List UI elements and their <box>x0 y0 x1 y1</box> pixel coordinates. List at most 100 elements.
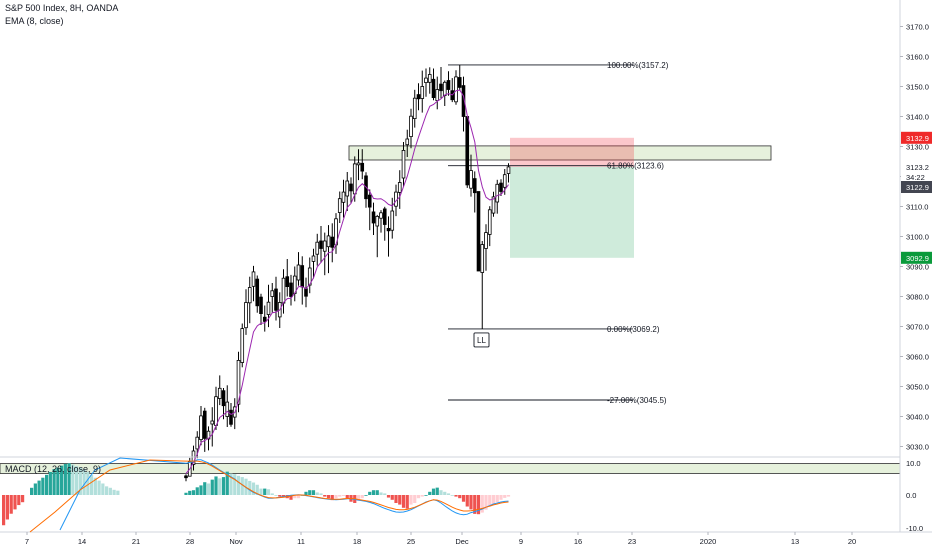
candle-body <box>435 89 440 101</box>
price-tick-label: 3140.0 <box>906 113 929 122</box>
candle-body <box>495 183 500 203</box>
candle-body <box>367 194 372 208</box>
macd-histogram-bar <box>236 475 241 495</box>
macd-histogram-bar <box>71 464 75 495</box>
price-badge <box>901 251 932 264</box>
macd-histogram-bar <box>60 465 64 495</box>
macd-histogram-bar <box>323 495 327 497</box>
macd-histogram-bar <box>105 486 109 495</box>
candle-body <box>236 359 241 405</box>
time-tick-label: 25 <box>407 537 415 546</box>
macd-histogram-bar <box>296 495 301 499</box>
candle-body <box>229 409 233 425</box>
candle-body <box>397 182 402 193</box>
macd-histogram-bar <box>195 487 199 495</box>
candle-body <box>356 162 361 166</box>
macd-histogram-bar <box>334 495 338 499</box>
price-tick-label: 3040.0 <box>906 413 929 422</box>
time-tick-label: 13 <box>791 537 799 546</box>
macd-histogram-bar <box>503 495 507 498</box>
candle-body <box>480 244 485 273</box>
price-badge <box>901 131 932 144</box>
candle-body <box>472 178 477 194</box>
macd-histogram-bar <box>398 495 402 505</box>
candle-body <box>202 410 207 439</box>
candle-body <box>255 278 260 307</box>
candle-body <box>311 255 316 262</box>
macd-histogram-bar <box>33 483 37 495</box>
ema-line <box>185 89 509 474</box>
macd-histogram-bar <box>360 495 364 499</box>
macd-histogram-bar <box>45 474 49 495</box>
macd-histogram-bar <box>390 495 394 500</box>
price-badge-label: 3122.9 <box>906 183 929 192</box>
macd-histogram-bar <box>218 478 222 495</box>
candle-body <box>322 240 327 252</box>
price-badge-label: 3092.9 <box>906 254 929 263</box>
macd-histogram-bar <box>469 495 473 510</box>
macd-histogram-bar <box>255 484 259 495</box>
price-badge <box>901 181 932 193</box>
candle-body <box>191 450 196 465</box>
candle-body <box>315 241 320 255</box>
candle-body <box>214 396 218 426</box>
signal-line <box>29 459 509 533</box>
macd-histogram-bar <box>101 483 105 495</box>
macd-histogram-bar <box>341 495 346 496</box>
symbol-legend[interactable]: S&P 500 Index, 8H, OANDA <box>5 3 119 13</box>
time-tick-label: 11 <box>297 537 305 546</box>
candle-body <box>442 81 447 96</box>
macd-histogram-bar <box>506 495 511 497</box>
resistance-zone <box>348 145 772 161</box>
macd-histogram-bar <box>229 473 233 495</box>
candle-body <box>330 236 335 248</box>
time-tick-label: 14 <box>78 537 86 546</box>
macd-histogram-bar <box>248 480 252 495</box>
candle-body <box>386 227 391 232</box>
candle-body <box>345 180 350 197</box>
candle-body <box>217 387 222 399</box>
time-tick-label: Dec <box>455 537 469 546</box>
candle-body <box>469 170 473 189</box>
macd-histogram-bar <box>428 491 432 495</box>
macd-histogram-bar <box>371 490 376 495</box>
macd-histogram-bar <box>356 495 361 501</box>
macd-histogram-bar <box>233 474 237 495</box>
macd-histogram-bar <box>439 490 443 495</box>
macd-histogram-bar <box>375 490 379 495</box>
price-tick-label: 3030.0 <box>906 443 929 452</box>
macd-legend[interactable]: MACD (12, 26, close, 9) <box>5 464 102 474</box>
stop-loss-area <box>510 137 634 167</box>
macd-histogram-bar <box>368 491 372 495</box>
macd-histogram-bar <box>266 489 271 495</box>
macd-histogram-bar <box>431 488 436 495</box>
macd-histogram-bar <box>499 495 503 500</box>
candle-body <box>319 240 323 249</box>
candle-body <box>360 162 365 172</box>
candle-body <box>221 390 226 407</box>
candle-body <box>349 183 353 192</box>
price-tick-label: 3100.0 <box>906 233 929 242</box>
macd-histogram-bar <box>199 485 203 495</box>
candle-body <box>285 276 290 288</box>
candle-body <box>281 277 286 304</box>
candle-body <box>439 83 443 92</box>
macd-histogram-bar <box>67 463 71 495</box>
macd-histogram-bar <box>405 495 409 509</box>
macd-histogram-bar <box>461 495 466 502</box>
macd-histogram-bar <box>97 480 101 495</box>
ema-legend[interactable]: EMA (8, close) <box>5 16 64 26</box>
time-tick-label: 28 <box>186 537 194 546</box>
macd-histogram-bar <box>82 469 86 495</box>
macd-histogram-bar <box>37 480 41 495</box>
price-tick-label: 3130.0 <box>906 143 929 152</box>
macd-histogram-bar <box>274 495 278 496</box>
candle-body <box>491 196 496 214</box>
macd-histogram-bar <box>270 493 274 495</box>
candle-body <box>382 208 387 225</box>
macd-tick-label: -10.0 <box>906 524 923 533</box>
macd-histogram-bar <box>221 477 226 495</box>
macd-histogram-bar <box>48 471 52 495</box>
